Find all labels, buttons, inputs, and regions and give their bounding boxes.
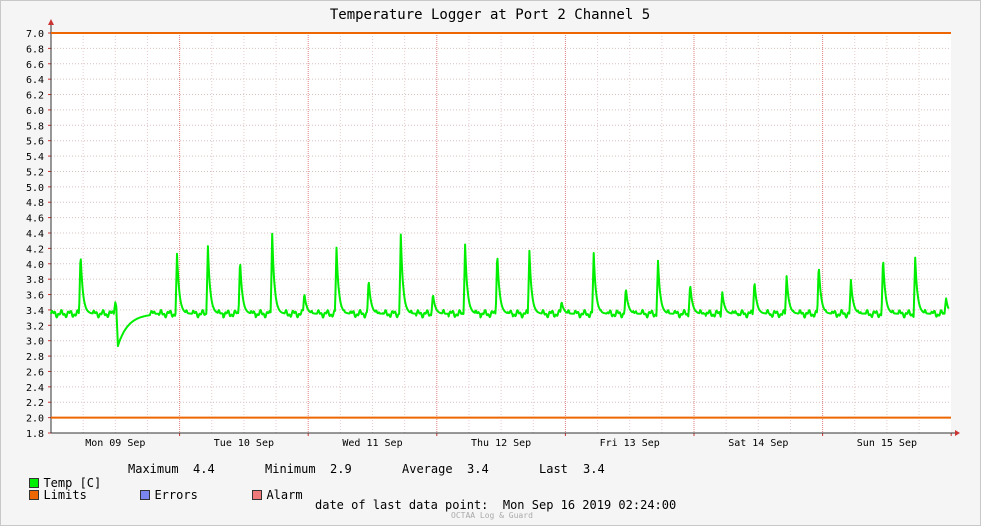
- y-tick-label: 4.2: [26, 244, 44, 255]
- last-data-point-date: date of last data point: Mon Sep 16 2019…: [315, 498, 677, 512]
- y-tick-label: 2.0: [26, 414, 44, 425]
- legend-alarm: Alarm: [238, 474, 303, 502]
- average-label: Average: [402, 462, 453, 476]
- y-tick-label: 5.0: [26, 183, 44, 194]
- last-value: 3.4: [583, 462, 605, 476]
- x-tick-label: Tue 10 Sep: [214, 438, 274, 449]
- alarm-legend-label: Alarm: [266, 488, 303, 502]
- legend-limits: Limits: [15, 474, 87, 502]
- y-tick-label: 3.0: [26, 337, 44, 348]
- last-label: Last: [539, 462, 568, 476]
- temp-legend-label: Temp [C]: [43, 476, 102, 490]
- y-tick-label: 5.4: [26, 152, 44, 163]
- y-tick-label: 4.0: [26, 260, 44, 271]
- maximum-value: 4.4: [193, 462, 215, 476]
- temp-swatch: [29, 478, 40, 488]
- y-tick-label: 3.6: [26, 291, 44, 302]
- average-value: 3.4: [467, 462, 489, 476]
- limits-swatch: [29, 490, 40, 500]
- y-tick-label: 4.4: [26, 229, 44, 240]
- watermark: OCTAA Log & Guard: [451, 511, 533, 520]
- y-tick-label: 4.6: [26, 214, 44, 225]
- y-tick-label: 2.6: [26, 367, 44, 378]
- y-tick-label: 3.4: [26, 306, 44, 317]
- y-tick-label: 4.8: [26, 198, 44, 209]
- y-axis-arrow: [48, 19, 54, 25]
- x-tick-label: Fri 13 Sep: [600, 438, 660, 449]
- x-tick-label: Mon 09 Sep: [85, 438, 145, 449]
- alarm-swatch: [252, 490, 263, 500]
- x-tick-label: Sat 14 Sep: [728, 438, 788, 449]
- y-tick-label: 6.2: [26, 91, 44, 102]
- x-tick-label: Sun 15 Sep: [857, 438, 917, 449]
- y-tick-label: 5.8: [26, 121, 44, 132]
- legend-errors: Errors: [126, 474, 198, 502]
- y-tick-label: 3.8: [26, 275, 44, 286]
- y-tick-label: 6.0: [26, 106, 44, 117]
- errors-swatch: [140, 490, 151, 500]
- errors-legend-label: Errors: [154, 488, 198, 502]
- y-tick-label: 2.2: [26, 398, 44, 409]
- chart-title: Temperature Logger at Port 2 Channel 5: [330, 7, 650, 23]
- maximum-label: Maximum: [128, 462, 179, 476]
- y-tick-label: 6.6: [26, 60, 44, 71]
- y-tick-label: 5.6: [26, 137, 44, 148]
- y-tick-label: 1.8: [26, 429, 44, 440]
- minimum-label: Minimum: [265, 462, 316, 476]
- legend-temp: Temp [C]: [15, 462, 101, 490]
- minimum-value: 2.9: [330, 462, 352, 476]
- x-axis-arrow: [955, 430, 960, 436]
- y-tick-label: 5.2: [26, 167, 44, 178]
- y-tick-label: 7.0: [26, 29, 44, 40]
- x-tick-label: Thu 12 Sep: [471, 438, 531, 449]
- y-tick-label: 6.4: [26, 75, 44, 86]
- limits-legend-label: Limits: [43, 488, 87, 502]
- x-tick-label: Wed 11 Sep: [342, 438, 402, 449]
- y-tick-label: 3.2: [26, 321, 44, 332]
- y-tick-label: 6.8: [26, 44, 44, 55]
- temp-series-line: [50, 232, 950, 348]
- y-tick-label: 2.4: [26, 383, 44, 394]
- y-tick-label: 2.8: [26, 352, 44, 363]
